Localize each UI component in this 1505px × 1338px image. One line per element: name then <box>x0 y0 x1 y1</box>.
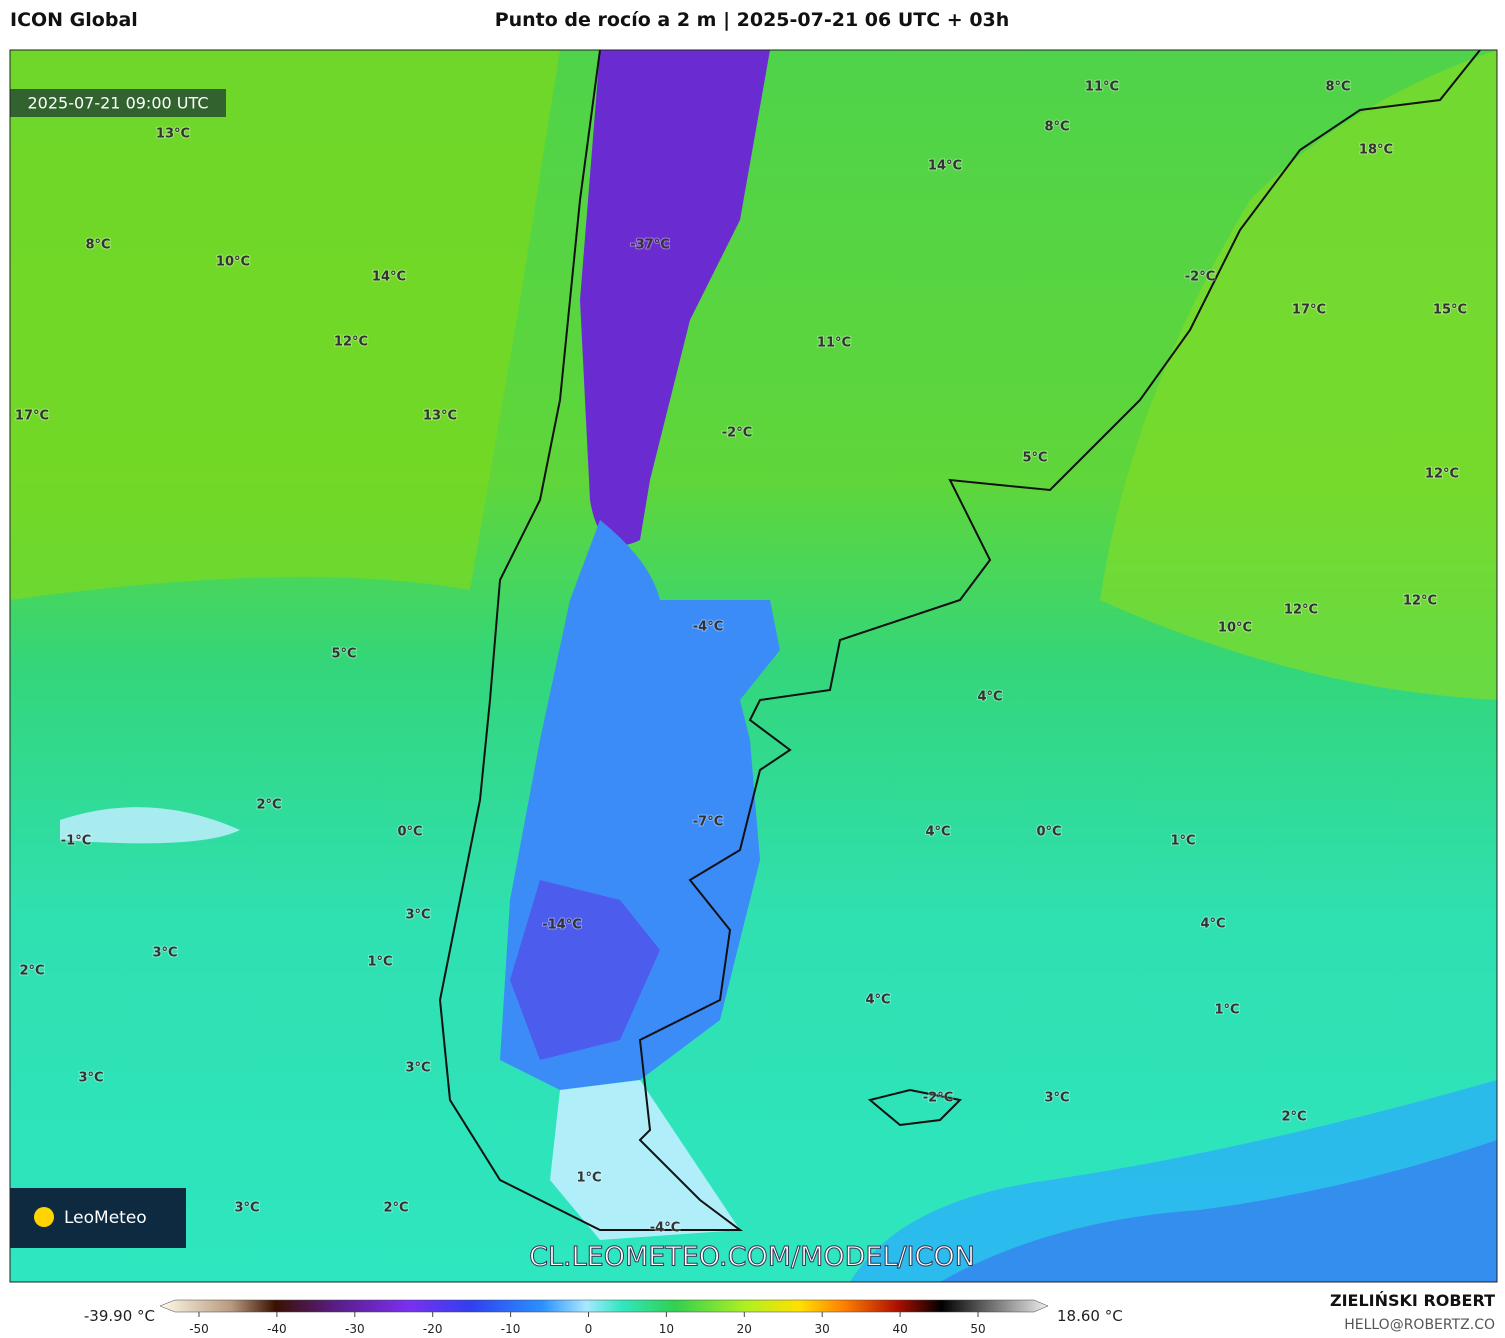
temp-label: 0°C <box>1036 825 1061 840</box>
colorbar-tick-label: 50 <box>970 1322 985 1336</box>
colorbar-tick-label: 10 <box>659 1322 674 1336</box>
temp-label: -2°C <box>1185 270 1215 285</box>
temp-label: 2°C <box>383 1201 408 1216</box>
temp-label: -7°C <box>693 815 723 830</box>
temp-label: 12°C <box>334 335 368 350</box>
temp-label: -37°C <box>630 238 670 253</box>
colorbar-tick-label: -20 <box>423 1322 443 1336</box>
map-frame <box>9 49 1498 1283</box>
temp-label: -2°C <box>923 1091 953 1106</box>
temp-label: 8°C <box>1044 120 1069 135</box>
colorbar-ticks: -50 -40 -30 -20 -10 0 10 20 30 40 50 <box>189 1312 986 1336</box>
temp-label: 11°C <box>817 336 851 351</box>
temp-label: 4°C <box>1200 917 1225 932</box>
temp-label: 8°C <box>85 238 110 253</box>
colorbar-tick-label: -30 <box>345 1322 365 1336</box>
model-title: ICON Global <box>10 9 138 31</box>
email: HELLO@ROBERTZ.CO <box>1344 1317 1495 1333</box>
temp-label: 3°C <box>152 946 177 961</box>
temp-label: 3°C <box>234 1201 259 1216</box>
temp-label: 17°C <box>1292 303 1326 318</box>
temp-label: 17°C <box>15 409 49 424</box>
temp-label: 12°C <box>1403 594 1437 609</box>
max-label: 18.60 °C <box>1057 1307 1123 1325</box>
temp-label: 2°C <box>19 964 44 979</box>
temp-label: 8°C <box>1325 80 1350 95</box>
warm-pacific <box>10 50 560 600</box>
temp-label: 2°C <box>1281 1110 1306 1125</box>
temp-label: 13°C <box>156 127 190 142</box>
temp-label: 12°C <box>1425 467 1459 482</box>
temp-label: 3°C <box>1044 1091 1069 1106</box>
temp-label: 3°C <box>78 1071 103 1086</box>
colorbar-tick-label: -50 <box>189 1322 209 1336</box>
cold-ocean-core <box>940 1140 1497 1282</box>
colorbar-tick-label: 40 <box>892 1322 907 1336</box>
temp-label: 18°C <box>1359 143 1393 158</box>
temp-label: 14°C <box>372 270 406 285</box>
logo: LeoMeteo <box>64 1208 147 1228</box>
temp-label: 15°C <box>1433 303 1467 318</box>
temp-label: -4°C <box>693 620 723 635</box>
tierra-cold <box>550 1080 740 1240</box>
temp-label: 4°C <box>865 993 890 1008</box>
temp-label: 3°C <box>405 908 430 923</box>
logo-sun <box>34 1207 54 1227</box>
time-box <box>10 89 226 117</box>
colorbar-tick-label: 30 <box>815 1322 830 1336</box>
temp-label: -2°C <box>722 426 752 441</box>
temp-label: 10°C <box>1218 621 1252 636</box>
temp-label: 2°C <box>256 798 281 813</box>
colorbar-tick-label: -10 <box>501 1322 521 1336</box>
temp-label: 0°C <box>397 825 422 840</box>
andes-cold <box>580 50 770 545</box>
temp-label: -1°C <box>61 834 91 849</box>
author: ZIELIŃSKI ROBERT <box>1330 1291 1495 1310</box>
temp-label: -14°C <box>542 918 582 933</box>
map-labels: 13°C 8°C 10°C 14°C 12°C 17°C 13°C -37°C 11°C 8°C 8… <box>14 79 1468 1237</box>
colorbar <box>159 1299 1049 1313</box>
falklands <box>867 1088 963 1127</box>
min-label: -39.90 °C <box>84 1307 155 1325</box>
warm-atlantic <box>1100 50 1497 700</box>
colorbar-tick-label: -40 <box>267 1322 287 1336</box>
temp-label: 12°C <box>1284 603 1318 618</box>
temp-label: 10°C <box>216 255 250 270</box>
temp-label: -4°C <box>650 1221 680 1236</box>
map-area: 13°C 8°C 10°C 14°C 12°C 17°C 13°C -37°C 11°C 8°C 8… <box>10 50 1497 1282</box>
valid-time: 2025-07-21 09:00 UTC <box>28 94 209 113</box>
cold-patch <box>60 807 240 844</box>
temp-label: 4°C <box>977 690 1002 705</box>
map-subtitle: Punto de rocío a 2 m | 2025-07-21 06 UTC… <box>495 9 1010 31</box>
temp-label: 11°C <box>1085 80 1119 95</box>
colorbar-tick-label: 20 <box>737 1322 752 1336</box>
temp-label: 5°C <box>1022 451 1047 466</box>
temp-label: 5°C <box>331 647 356 662</box>
temp-label: 3°C <box>405 1061 430 1076</box>
temp-label: 1°C <box>1170 834 1195 849</box>
watermark: CL.LEOMETEO.COM/MODEL/ICON <box>529 1242 975 1273</box>
temp-label: 1°C <box>576 1171 601 1186</box>
temp-label: 1°C <box>1214 1003 1239 1018</box>
patagonia-colder <box>510 880 660 1060</box>
temp-label: 14°C <box>928 159 962 174</box>
temp-label: 1°C <box>367 955 392 970</box>
coastline <box>438 50 1481 1231</box>
temp-label: 4°C <box>925 825 950 840</box>
temp-label: 13°C <box>423 409 457 424</box>
colorbar-tick-label: 0 <box>585 1322 593 1336</box>
